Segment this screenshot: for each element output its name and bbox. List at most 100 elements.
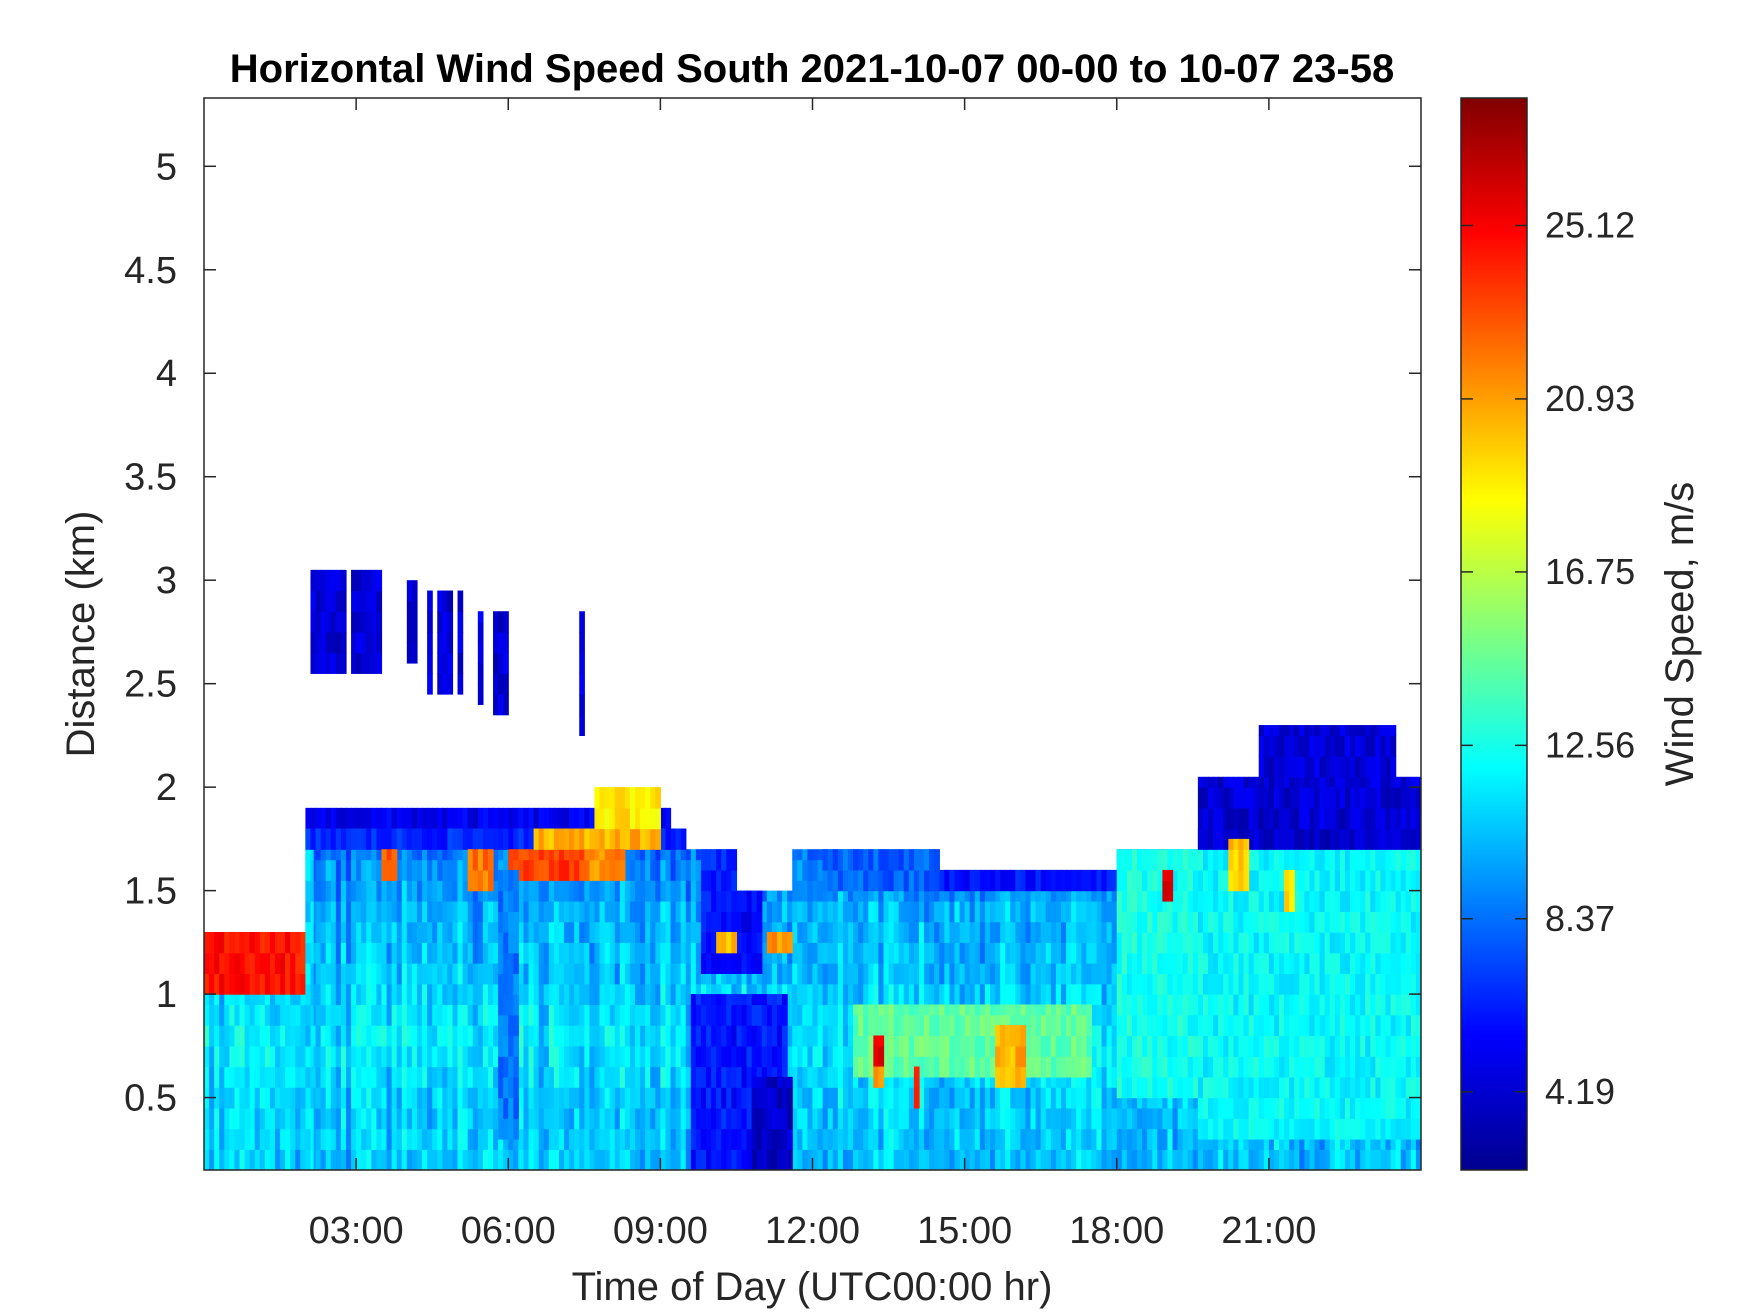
heat-cell: [406, 1025, 413, 1047]
heat-cell: [908, 869, 915, 892]
heat-cell: [295, 1066, 301, 1088]
heat-cell: [305, 1025, 312, 1047]
heat-cell: [756, 911, 763, 933]
heat-cell: [858, 1149, 864, 1170]
heat-cell: [604, 1004, 611, 1026]
heat-cell: [269, 952, 276, 974]
heat-cell: [1106, 1045, 1113, 1068]
heat-cell: [913, 963, 920, 985]
heat-cell: [1096, 1025, 1103, 1047]
heat-cell: [1030, 921, 1037, 943]
heat-cell: [650, 983, 656, 1006]
heat-cell: [1126, 1056, 1133, 1078]
heat-cell: [351, 880, 357, 902]
heat-cell: [330, 1149, 337, 1170]
heat-cell: [650, 1025, 656, 1047]
heat-cell: [1091, 1149, 1098, 1170]
heat-cell: [305, 1149, 312, 1170]
heat-cell: [1106, 1087, 1113, 1109]
heat-cell: [269, 1149, 276, 1170]
heat-cell: [1030, 1087, 1037, 1109]
heat-cell: [670, 1004, 677, 1026]
heat-cell: [290, 1004, 296, 1026]
heat-cell: [1081, 900, 1087, 923]
heat-cell: [422, 921, 428, 943]
heat-cell: [1111, 869, 1118, 892]
heat-cell: [416, 859, 423, 881]
heat-cell: [787, 963, 793, 985]
heat-cell: [944, 900, 951, 923]
heat-cell: [1071, 1014, 1077, 1037]
heat-cell: [726, 1025, 732, 1047]
heat-cell: [391, 1149, 398, 1170]
heat-cell: [224, 1149, 230, 1170]
heat-cell: [396, 983, 403, 1006]
heat-cell: [979, 1004, 986, 1016]
heat-cell: [467, 942, 474, 964]
heat-cell: [579, 1045, 585, 1068]
heat-cell: [533, 1045, 540, 1068]
heat-cell: [209, 1107, 215, 1130]
heat-cell: [599, 900, 606, 923]
heat-cell: [543, 1025, 550, 1047]
heat-cell: [416, 1004, 423, 1026]
heat-cell: [1081, 1035, 1087, 1057]
heat-cell: [690, 1025, 697, 1047]
heat-cell: [351, 1025, 357, 1047]
heat-cell: [1015, 1107, 1022, 1130]
heat-cell: [995, 963, 1001, 985]
heat-cell: [1177, 1056, 1184, 1078]
heat-cell: [903, 1149, 910, 1170]
heat-cell: [411, 1087, 418, 1109]
heat-cell: [690, 1045, 697, 1068]
heat-cell: [1030, 1107, 1037, 1130]
heat-cell: [376, 900, 383, 923]
heat-cell: [787, 983, 793, 1006]
heat-cell: [1177, 911, 1184, 933]
heat-cell: [908, 1014, 915, 1037]
heat-cell: [295, 1025, 301, 1047]
heat-cell: [219, 1087, 225, 1109]
heat-cell: [462, 1045, 469, 1068]
heat-cell: [878, 869, 885, 892]
heat-cell: [802, 942, 809, 964]
heat-cell: [1050, 1149, 1057, 1170]
heat-cell: [1101, 1066, 1108, 1088]
heat-cell: [1096, 942, 1103, 964]
heat-cell: [599, 828, 606, 850]
heat-cell: [979, 1056, 986, 1078]
heat-cell: [893, 1014, 900, 1037]
heat-cell: [1086, 1014, 1092, 1037]
heat-cell: [802, 1149, 809, 1170]
heat-cell: [842, 1087, 849, 1109]
heat-cell: [614, 880, 621, 902]
heat-cell: [1147, 952, 1153, 974]
heat-cell: [513, 932, 519, 954]
heat-cell: [924, 1004, 930, 1016]
heat-cell: [1142, 911, 1148, 933]
heat-cell: [345, 1087, 352, 1109]
heat-cell: [447, 1128, 454, 1150]
heat-cell: [594, 1128, 601, 1150]
heat-cell: [584, 1025, 590, 1047]
heat-cell: [422, 942, 428, 964]
heat-cell: [929, 900, 935, 923]
heat-cell: [345, 1107, 352, 1130]
heat-cell: [254, 1025, 261, 1047]
heat-cell: [204, 973, 210, 995]
heat-cell: [584, 1107, 590, 1130]
heat-cell: [706, 1087, 712, 1109]
heat-cell: [792, 942, 798, 964]
heat-cell: [1010, 963, 1016, 985]
heat-cell: [285, 1149, 291, 1170]
heat-cell: [974, 1035, 981, 1057]
heat-cell: [285, 952, 291, 974]
heat-cell: [462, 1087, 469, 1109]
heat-cell: [837, 1004, 844, 1026]
heat-cell: [1045, 1107, 1052, 1130]
heat-cell: [214, 1004, 220, 1026]
heat-cell: [1060, 1004, 1067, 1016]
heat-cell: [269, 1087, 276, 1109]
heat-cell: [619, 807, 626, 830]
heat-cell: [964, 900, 971, 923]
